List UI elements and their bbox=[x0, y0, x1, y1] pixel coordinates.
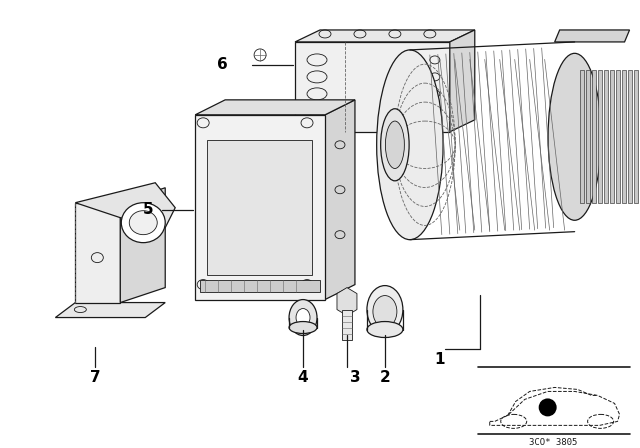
Polygon shape bbox=[76, 183, 175, 228]
Circle shape bbox=[539, 398, 557, 416]
Polygon shape bbox=[195, 100, 355, 115]
Text: 3: 3 bbox=[349, 370, 360, 385]
Ellipse shape bbox=[122, 202, 165, 243]
Polygon shape bbox=[337, 288, 357, 315]
Ellipse shape bbox=[367, 322, 403, 337]
Bar bbox=[580, 70, 584, 203]
Ellipse shape bbox=[373, 296, 397, 327]
Bar bbox=[200, 280, 320, 292]
Bar bbox=[634, 70, 637, 203]
Polygon shape bbox=[195, 115, 325, 300]
Ellipse shape bbox=[377, 50, 443, 240]
Ellipse shape bbox=[289, 300, 317, 336]
Bar bbox=[616, 70, 620, 203]
Ellipse shape bbox=[548, 53, 601, 220]
Ellipse shape bbox=[129, 211, 157, 235]
Bar bbox=[342, 310, 352, 340]
Polygon shape bbox=[325, 100, 355, 300]
Polygon shape bbox=[295, 30, 475, 42]
Bar bbox=[586, 70, 589, 203]
Text: 4: 4 bbox=[298, 370, 308, 385]
Text: 3CO* 3805: 3CO* 3805 bbox=[529, 438, 578, 447]
Polygon shape bbox=[450, 30, 475, 132]
Text: 2: 2 bbox=[380, 370, 390, 385]
Bar bbox=[628, 70, 632, 203]
Ellipse shape bbox=[385, 121, 404, 168]
Text: 7: 7 bbox=[90, 370, 100, 385]
Polygon shape bbox=[76, 202, 120, 302]
Bar bbox=[604, 70, 607, 203]
Bar bbox=[598, 70, 602, 203]
Polygon shape bbox=[120, 188, 165, 302]
Polygon shape bbox=[555, 30, 630, 42]
Text: 1: 1 bbox=[435, 352, 445, 367]
Ellipse shape bbox=[367, 285, 403, 333]
Ellipse shape bbox=[289, 322, 317, 333]
Bar bbox=[621, 70, 625, 203]
Ellipse shape bbox=[381, 109, 409, 181]
Ellipse shape bbox=[296, 309, 310, 327]
Text: 6: 6 bbox=[217, 57, 227, 73]
Bar bbox=[609, 70, 614, 203]
Text: 5: 5 bbox=[143, 202, 154, 217]
Polygon shape bbox=[56, 302, 165, 318]
Bar bbox=[591, 70, 596, 203]
Polygon shape bbox=[295, 42, 450, 132]
Bar bbox=[207, 140, 312, 275]
Ellipse shape bbox=[254, 49, 266, 61]
